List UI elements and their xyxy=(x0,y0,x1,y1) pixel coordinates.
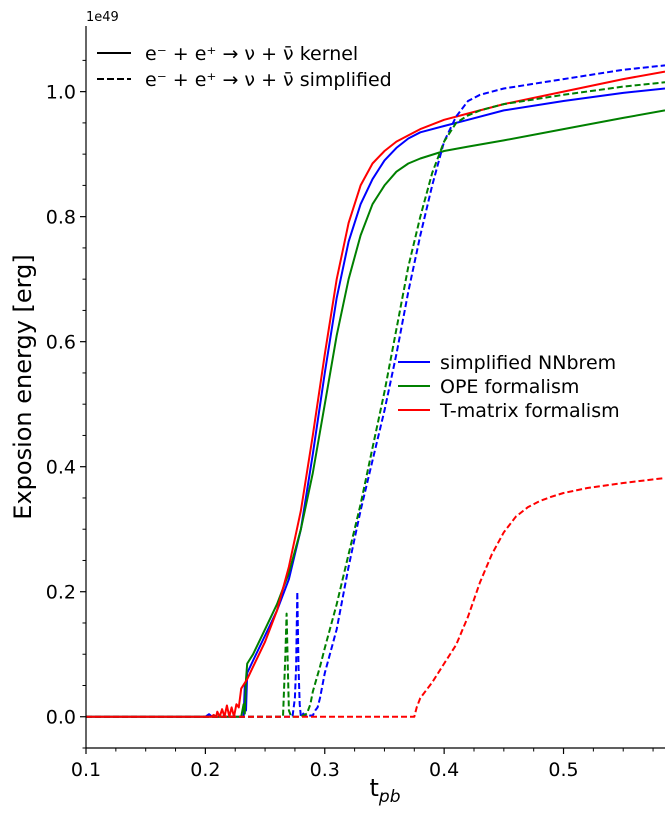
x-axis-label-subscript: pb xyxy=(378,787,401,807)
y-tick-label: 0.6 xyxy=(46,332,76,354)
series-line-solid xyxy=(86,109,665,718)
x-axis-label-main: t xyxy=(369,774,378,802)
legend-dashed-label: e⁻ + e⁺ → ν + ν̄ simplified xyxy=(145,69,392,91)
series-line-solid xyxy=(86,70,665,718)
x-tick-label: 0.3 xyxy=(310,759,340,781)
series-line-dashed xyxy=(86,64,665,718)
y-axis-label: Exposion energy [erg] xyxy=(9,254,37,519)
x-axis-label: tpb xyxy=(369,774,400,807)
x-tick-label: 0.5 xyxy=(548,759,578,781)
y-tick-label: 0.4 xyxy=(46,457,76,479)
y-tick-label: 0.0 xyxy=(46,707,76,729)
x-tick-label: 0.1 xyxy=(71,759,101,781)
x-tick-label: 0.2 xyxy=(190,759,220,781)
legend-solid-label: e⁻ + e⁺ → ν + ν̄ kernel xyxy=(145,43,358,65)
y-tick-label: 0.8 xyxy=(46,207,76,229)
legend-blue-label: simplified NNbrem xyxy=(440,352,616,374)
legend-red-label: T-matrix formalism xyxy=(439,400,620,422)
y-tick-label: 1.0 xyxy=(46,82,76,104)
color-legend: simplified NNbrem OPE formalism T-matrix… xyxy=(398,352,620,422)
series-layer xyxy=(86,64,665,718)
axes xyxy=(85,26,665,749)
y-tick-label: 0.2 xyxy=(46,582,76,604)
legend-green-label: OPE formalism xyxy=(440,376,579,398)
style-legend: e⁻ + e⁺ → ν + ν̄ kernel e⁻ + e⁺ → ν + ν̄… xyxy=(97,43,392,91)
exponent-label: 1e49 xyxy=(86,10,119,25)
x-tick-label: 0.4 xyxy=(429,759,459,781)
series-line-dashed xyxy=(86,477,665,718)
ticks: 0.1 0.2 0.3 0.4 0.5 0.0 0.2 0.4 0.6 0.8 1.0 xyxy=(46,59,654,781)
series-line-dashed xyxy=(86,81,665,718)
